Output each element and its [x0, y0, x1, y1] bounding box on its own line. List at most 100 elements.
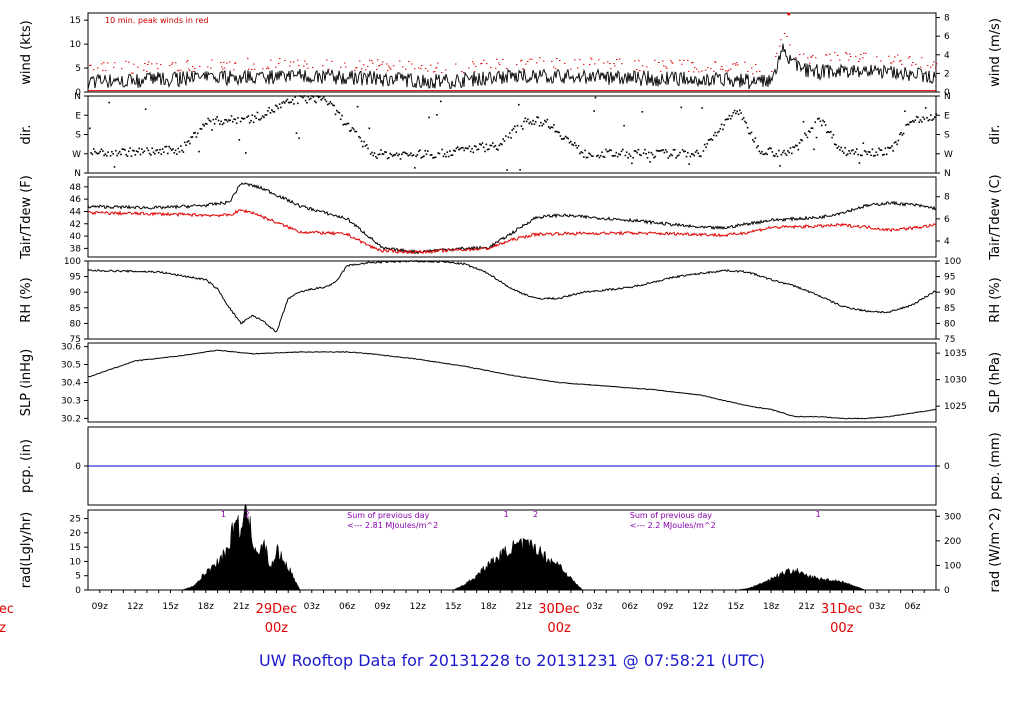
dir-point [646, 156, 649, 159]
dir-point [150, 154, 152, 156]
dir-point [684, 150, 686, 153]
dir-point [641, 111, 644, 113]
dir-point [350, 129, 352, 132]
dir-point [378, 153, 381, 156]
dir-point [337, 111, 339, 113]
dir-point [687, 151, 689, 154]
dir-point [94, 150, 96, 153]
dir-point [502, 138, 504, 140]
dir-point [813, 148, 815, 151]
dir-point [467, 147, 469, 150]
dir-point [810, 127, 813, 129]
dir-point [338, 112, 341, 114]
radiation-marker: 2 [533, 510, 538, 519]
dir-point [723, 124, 725, 126]
dir-point [229, 119, 231, 122]
time-tick-label: 12z [127, 602, 143, 612]
dir-point [238, 138, 241, 141]
dir-point [766, 153, 768, 156]
dir-point [837, 145, 840, 148]
day-label: 30Dec [538, 602, 580, 617]
y-axis-label-left: rad(Lgly/hr) [19, 512, 34, 588]
dir-point [531, 123, 533, 125]
dir-point [923, 118, 926, 120]
dir-point [346, 122, 348, 125]
time-tick-label: 03z [869, 602, 885, 612]
y-tick-label-left: 10 [70, 40, 82, 50]
dir-point [274, 104, 277, 107]
dir-point [884, 147, 887, 149]
dir-point [373, 152, 376, 154]
dir-point [590, 155, 593, 157]
dir-point [755, 146, 758, 149]
dir-point [872, 155, 875, 157]
dir-point [161, 148, 164, 150]
time-tick-label: 09z [374, 602, 390, 612]
dir-point [724, 118, 727, 121]
dir-point [598, 156, 601, 159]
dir-point [156, 149, 159, 151]
dir-point [898, 133, 901, 136]
dir-point [844, 147, 846, 149]
dir-point [204, 122, 207, 125]
dir-point [918, 121, 920, 123]
dir-point [92, 148, 95, 150]
y-tick-label-right: 80 [944, 319, 956, 329]
dir-point [235, 122, 238, 125]
dir-point [750, 131, 753, 134]
dir-point [648, 151, 650, 154]
y-tick-label-right: 200 [944, 537, 961, 547]
dir-point [797, 148, 800, 151]
dir-point [585, 156, 588, 159]
dir-point [685, 155, 688, 158]
dir-point [342, 123, 345, 126]
day-time-label: 00z [265, 621, 289, 636]
dir-point [645, 152, 647, 155]
dir-point [667, 157, 670, 159]
dir-point [807, 130, 810, 132]
dir-point [809, 131, 811, 133]
dir-point [612, 155, 615, 157]
time-tick-label: 12z [692, 602, 708, 612]
time-tick-label: 06z [339, 602, 355, 612]
y-axis-label-right: dir. [988, 124, 1003, 144]
dir-point [570, 140, 572, 143]
dir-point [187, 140, 190, 142]
dir-point [130, 155, 133, 157]
dir-point [453, 149, 455, 152]
dir-point [319, 95, 321, 98]
dir-point [306, 101, 308, 104]
dir-point [454, 150, 456, 152]
dir-point [226, 120, 229, 123]
dir-point [848, 150, 850, 152]
radiation-annotation: <--- 2.2 MJoules/m^2 [630, 521, 716, 530]
dir-point [857, 153, 859, 156]
dir-point [294, 96, 296, 98]
dir-point [459, 147, 462, 150]
dir-point [351, 127, 354, 129]
dir-point [739, 109, 741, 112]
time-tick-label: 06z [904, 602, 920, 612]
dir-point [852, 149, 854, 151]
time-tick-label: 09z [657, 602, 673, 612]
dir-point [888, 147, 891, 149]
dir-point [654, 155, 657, 158]
dir-point [120, 153, 122, 156]
dir-point [536, 116, 538, 118]
dir-point [360, 140, 363, 143]
dir-point [482, 146, 485, 149]
dir-point [407, 154, 410, 157]
dir-point [544, 119, 546, 122]
dir-point [866, 153, 868, 156]
y-tick-label-right: 300 [944, 512, 961, 522]
dir-point [475, 145, 477, 148]
dir-point [139, 153, 142, 156]
dir-point [871, 148, 874, 151]
dir-point [762, 153, 764, 156]
dir-point [494, 144, 497, 147]
dir-point [481, 142, 484, 144]
dir-point [616, 155, 619, 158]
dir-point [512, 127, 515, 130]
dir-point [134, 154, 137, 156]
dir-point [610, 149, 612, 152]
